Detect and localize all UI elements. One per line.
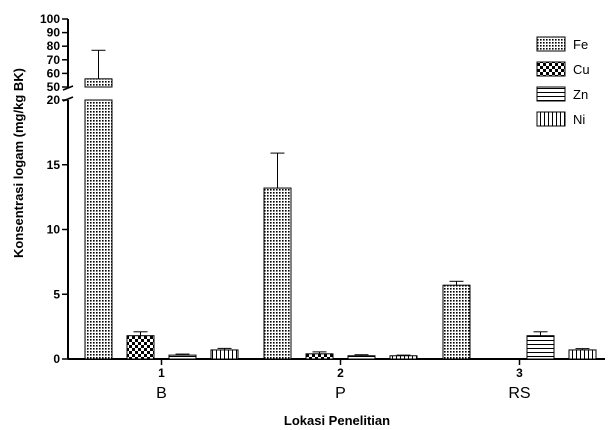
y-tick-label: 70: [47, 53, 61, 67]
y-tick-label: 90: [47, 26, 61, 40]
axis-break-mark: [62, 85, 74, 91]
legend-swatch-zn: [536, 86, 566, 102]
legend-swatch-ni: [536, 111, 566, 127]
bars: [84, 49, 597, 360]
bar-zn: [526, 335, 555, 360]
x-tick-number: 1: [158, 366, 165, 380]
axes: [62, 18, 605, 365]
legend-label-cu: Cu: [573, 62, 590, 77]
y-tick-label: 20: [47, 93, 61, 107]
y-tick-label: 0: [53, 352, 60, 366]
x-axis-title: Lokasi Penelitian: [284, 413, 390, 428]
legend: Fe Cu Zn Ni: [536, 36, 590, 127]
legend-swatch-fe: [536, 36, 566, 52]
y-tick-label: 50: [47, 80, 61, 94]
x-category-label: P: [335, 385, 346, 402]
y-tick-label: 60: [47, 66, 61, 80]
y-tick-label: 100: [40, 12, 60, 26]
y-tick-label: 10: [47, 223, 61, 237]
x-category-label: RS: [508, 385, 530, 402]
bar-fe-upper: [84, 78, 113, 88]
bar-fe: [442, 284, 471, 360]
x-tick-number: 3: [516, 366, 523, 380]
bar-fe: [263, 187, 292, 360]
x-category-label: B: [156, 385, 167, 402]
y-axis-title: Konsentrasi logam (mg/kg BK): [11, 68, 26, 258]
legend-label-fe: Fe: [573, 37, 588, 52]
bar-zn: [347, 355, 376, 360]
bar-ni: [568, 349, 597, 360]
bar-cu: [126, 335, 155, 360]
x-tick-number: 2: [337, 366, 344, 380]
bar-zn: [168, 354, 197, 360]
y-tick-label: 80: [47, 39, 61, 53]
bar-fe: [84, 99, 113, 360]
y-tick-label: 5: [53, 287, 60, 301]
legend-label-zn: Zn: [573, 87, 588, 102]
legend-swatch-cu: [536, 61, 566, 77]
bar-ni: [210, 349, 239, 360]
bar-cu: [305, 353, 334, 360]
y-tick-label: 15: [47, 158, 61, 172]
legend-label-ni: Ni: [573, 112, 585, 127]
bar-ni: [389, 355, 418, 360]
